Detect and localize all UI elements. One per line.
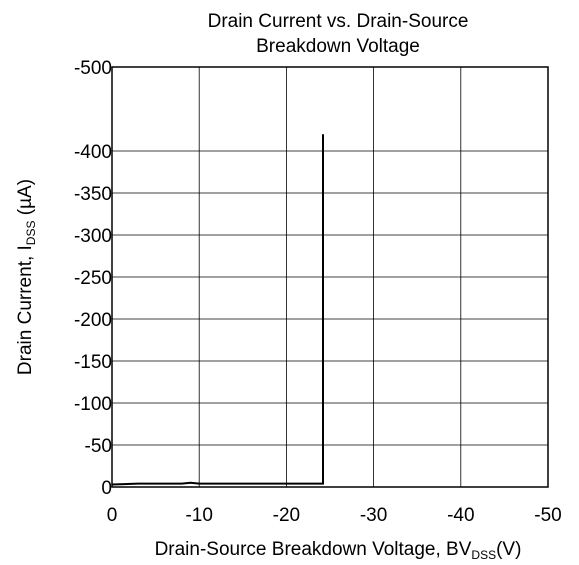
series-group: [111, 134, 324, 486]
y-tick-label-0: 0: [101, 478, 112, 499]
y-tick-label-4: -200: [74, 310, 112, 331]
x-tick-label-0: 0: [107, 505, 118, 526]
x-tick-label-1: -10: [185, 505, 212, 526]
y-tick-label-3: -150: [74, 352, 112, 373]
x-axis-label-subscript: DSS: [471, 548, 496, 562]
y-tick-label-6: -300: [74, 226, 112, 247]
x-tick-label-3: -30: [360, 505, 387, 526]
x-tick-labels: 0 -10 -20 -30 -40 -50: [107, 505, 562, 526]
y-tick-label-5: -250: [74, 268, 112, 289]
x-axis-label: Drain-Source Breakdown Voltage, BVDSS(V): [155, 539, 522, 562]
grid: [112, 67, 548, 487]
chart-title-line-1: Drain Current vs. Drain-Source: [208, 11, 469, 32]
x-tick-label-2: -20: [273, 505, 300, 526]
y-tick-label-9: -500: [74, 58, 112, 79]
y-tick-label-2: -100: [74, 394, 112, 415]
y-tick-label-7: -350: [74, 184, 112, 205]
y-tick-labels: 0 -50 -100 -150 -200 -250 -300 -350 -400 -500: [74, 58, 112, 499]
chart-title-line-2: Breakdown Voltage: [256, 36, 420, 57]
y-axis-label-unit: (µA): [15, 179, 36, 221]
plot-frame: [111, 66, 549, 488]
y-tick-label-8: -400: [74, 142, 112, 163]
x-tick-label-5: -50: [534, 505, 561, 526]
y-axis-label-main: Drain Current, I: [15, 245, 36, 375]
y-tick-label-1: -50: [85, 436, 112, 457]
x-tick-label-4: -40: [447, 505, 474, 526]
x-axis-label-unit: (V): [496, 539, 521, 560]
y-axis-label-subscript: DSS: [24, 221, 38, 246]
y-axis-label: Drain Current, IDSS (µA): [15, 179, 38, 375]
series-line-0: [111, 134, 324, 486]
x-axis-label-main: Drain-Source Breakdown Voltage, BV: [155, 539, 472, 560]
